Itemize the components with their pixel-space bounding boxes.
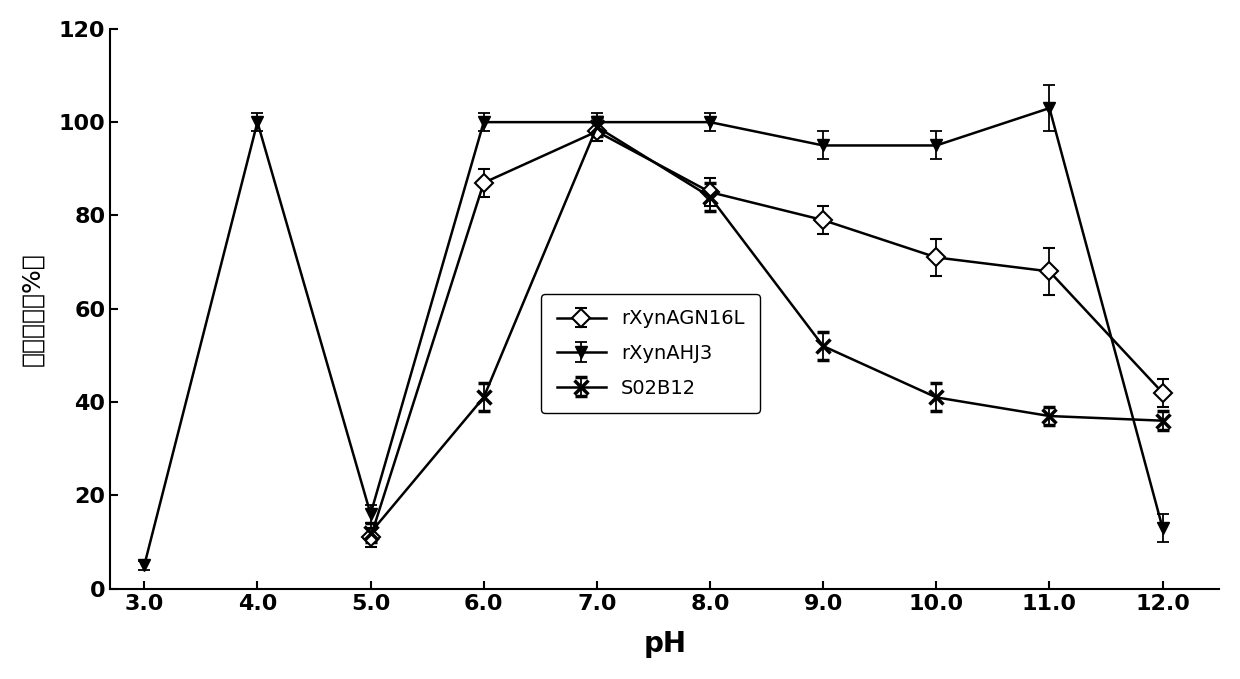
Legend: rXynAGN16L, rXynAHJ3, S02B12: rXynAGN16L, rXynAHJ3, S02B12 [542, 294, 760, 413]
X-axis label: pH: pH [644, 630, 686, 658]
Y-axis label: 相对酶活（%）: 相对酶活（%） [21, 252, 45, 365]
